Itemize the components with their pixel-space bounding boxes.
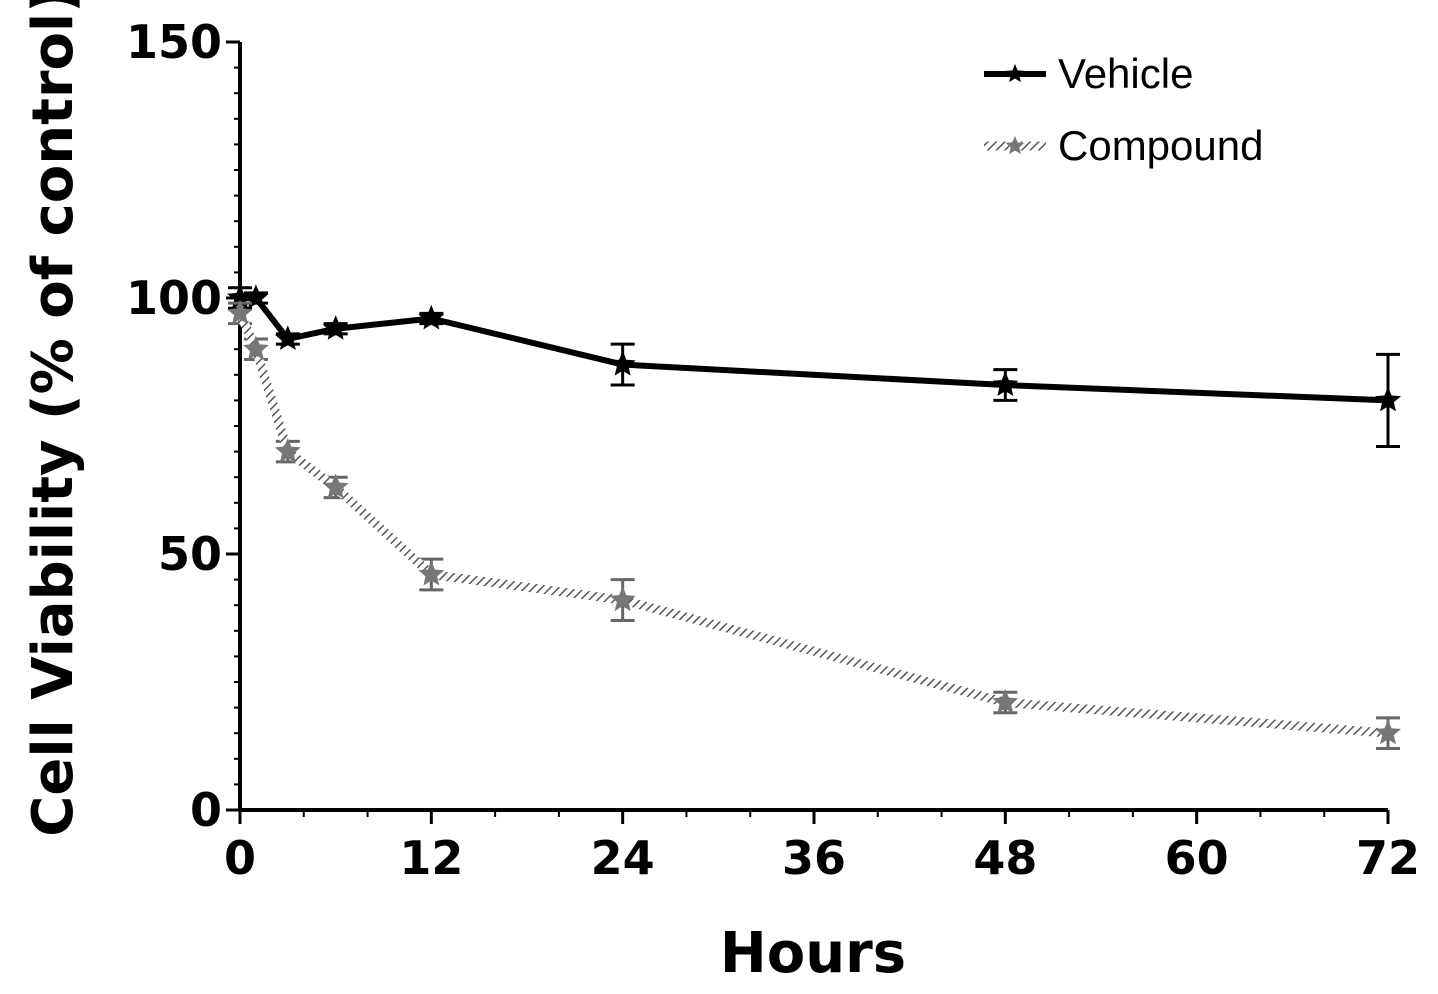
series-line [240, 295, 1389, 404]
data-point [274, 437, 301, 463]
data-point [992, 688, 1019, 714]
legend: Vehicle Compound [984, 50, 1263, 169]
data-point [609, 586, 636, 612]
x-tick-label: 60 [1165, 831, 1229, 885]
x-tick-label: 12 [399, 831, 463, 885]
legend-marker [1005, 64, 1025, 83]
legend-label: Vehicle [1058, 50, 1193, 97]
series-vehicle [226, 284, 1402, 448]
x-tick-label: 72 [1356, 831, 1420, 885]
data-point [1374, 719, 1402, 745]
y-tick-label: 50 [158, 527, 222, 581]
data-point [992, 371, 1019, 396]
series-line [235, 311, 1389, 738]
legend-item-vehicle: Vehicle [984, 50, 1193, 97]
data-point [609, 350, 636, 376]
legend-item-compound: Compound [984, 122, 1263, 169]
y-tick-label: 100 [126, 271, 222, 325]
legend-label: Compound [1058, 122, 1263, 169]
series-compound [226, 299, 1402, 751]
data-point [322, 473, 349, 499]
y-axis-title: Cell Viability (% of control) [21, 0, 86, 837]
x-axis-title: Hours [720, 921, 906, 986]
data-point [274, 325, 301, 351]
x-tick-label: 48 [973, 831, 1037, 885]
x-tick-label: 24 [591, 831, 655, 885]
x-tick-label: 36 [782, 831, 846, 885]
y-tick-label: 0 [190, 783, 222, 837]
data-point [243, 335, 269, 361]
y-tick-label: 150 [126, 15, 222, 69]
data-point [418, 560, 445, 586]
data-point [1374, 386, 1402, 412]
data-point [322, 315, 349, 340]
data-point [226, 299, 254, 325]
legend-marker [1005, 136, 1025, 155]
axes: 0 50 100 150 0 12 24 36 48 60 72 [126, 15, 1420, 885]
data-point [418, 304, 445, 330]
series-layer [226, 284, 1402, 751]
x-tick-label: 0 [224, 831, 256, 885]
